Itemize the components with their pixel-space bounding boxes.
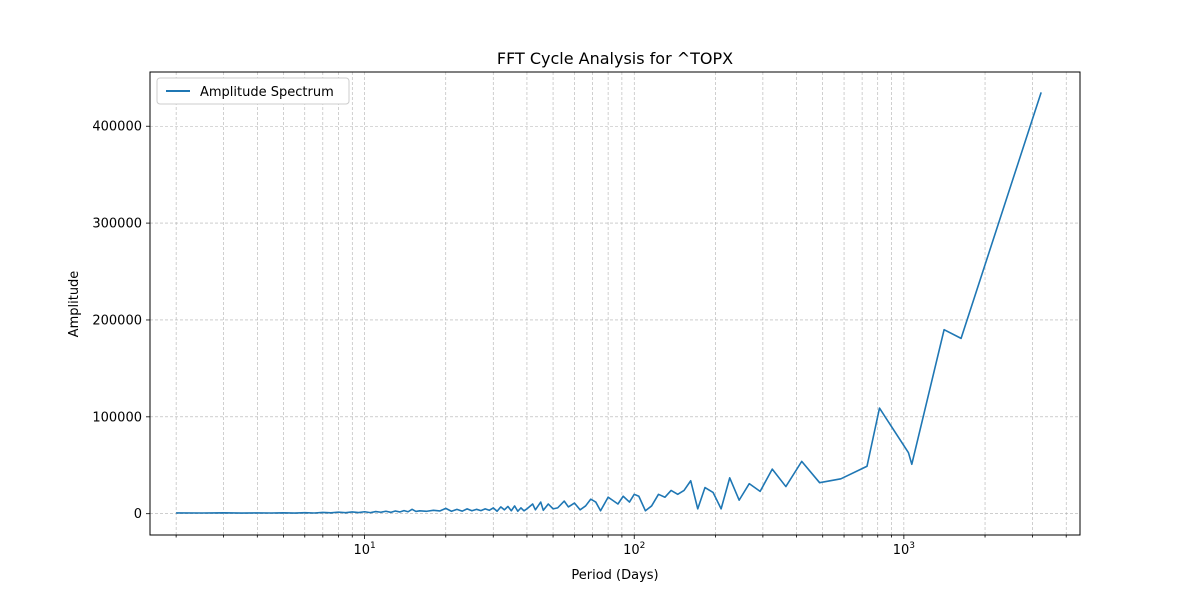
- y-tick-label: 100000: [92, 410, 142, 425]
- data-layer: [176, 92, 1042, 514]
- legend-label: Amplitude Spectrum: [200, 85, 334, 100]
- x-axis-label: Period (Days): [571, 568, 658, 583]
- legend-box: [156, 77, 350, 105]
- plot-frame: [149, 71, 1081, 536]
- tick-layer: 101 102 103 0 100000 200000 300000 400000: [92, 120, 1067, 558]
- series-line-amplitude-spectrum: [176, 92, 1042, 514]
- x-tick-label: 103: [893, 541, 915, 558]
- grid-layer: [150, 72, 1080, 535]
- y-tick-label: 200000: [92, 313, 142, 328]
- y-tick-label: 300000: [92, 217, 142, 232]
- y-tick-label: 0: [134, 507, 142, 522]
- x-tick-label: 102: [623, 541, 645, 558]
- legend: Amplitude Spectrum: [156, 77, 350, 105]
- y-tick-label: 400000: [92, 120, 142, 135]
- y-axis-label: Amplitude: [67, 271, 82, 338]
- chart-title: FFT Cycle Analysis for ^TOPX: [497, 49, 733, 68]
- x-tick-label: 101: [353, 541, 375, 558]
